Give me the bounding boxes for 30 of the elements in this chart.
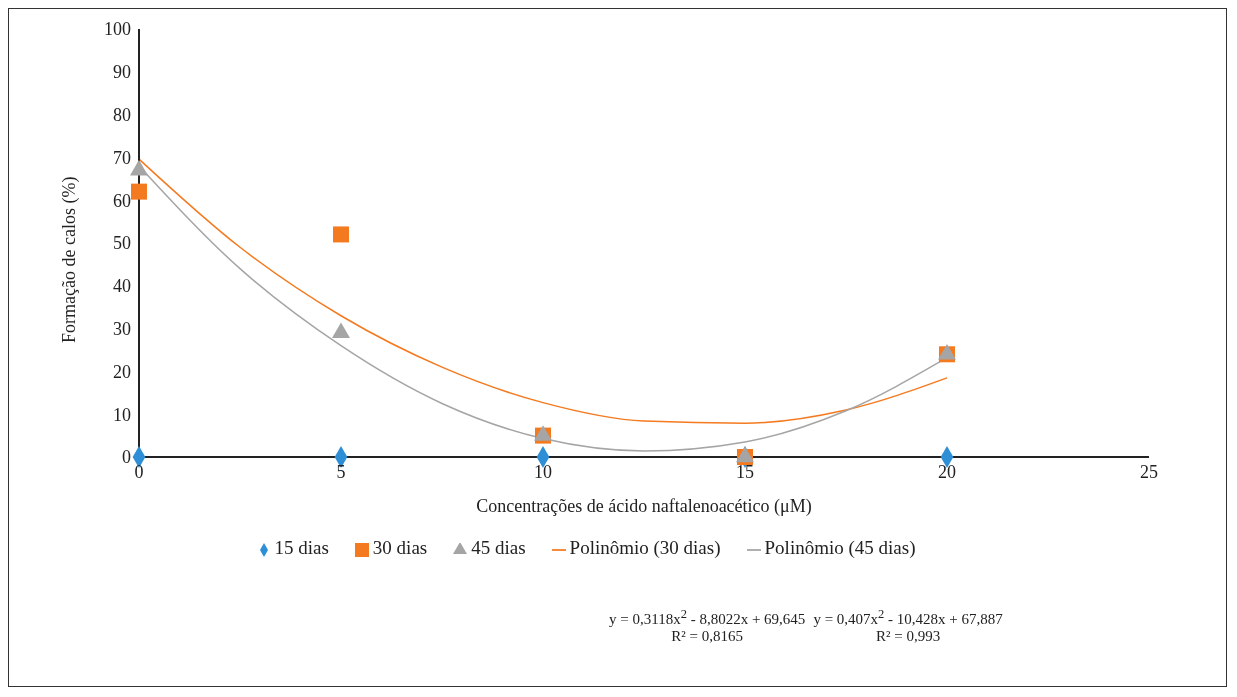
y-tick-label: 0 — [122, 447, 131, 468]
legend-label: Polinômio (30 dias) — [569, 537, 721, 558]
y-tick-label: 70 — [113, 147, 131, 168]
x-tick-label: 20 — [938, 461, 956, 482]
x-tick-label: 5 — [336, 461, 346, 482]
y-tick-label: 80 — [113, 104, 131, 125]
text: R² = 0,8165 — [670, 628, 745, 645]
y-tick-label: 50 — [113, 233, 131, 254]
x-tick-label: 15 — [736, 461, 754, 482]
y-tick-label: 10 — [113, 404, 131, 425]
y-axis-title: Formação de calos (%) — [59, 176, 81, 343]
y-tick-label: 60 — [113, 190, 131, 211]
point — [333, 226, 349, 243]
text: R² = 0,993 — [875, 628, 942, 645]
legend-label: 30 dias — [372, 537, 428, 558]
legend-label: 15 dias — [274, 537, 329, 558]
x-tick-label: 25 — [1140, 461, 1158, 482]
text: y = 0,3118x$^{2}$ - 8,8022x + 69,645 — [609, 607, 806, 628]
x-tick-label: 0 — [134, 461, 144, 482]
text: y = 0,407x$^{2}$ - 10,428x + 67,887 — [813, 607, 1003, 628]
x-axis-title: Concentrações de ácido naftalenoacético (μM) — [476, 496, 812, 517]
y-tick-label: 20 — [113, 361, 131, 382]
legend-label: 45 dias — [471, 537, 526, 558]
legend-label: Polinômio (45 dias) — [764, 537, 916, 558]
x-tick-label: 10 — [534, 461, 552, 482]
y-tick-label: 30 — [113, 318, 131, 339]
y-tick-label: 40 — [113, 276, 131, 297]
y-tick-label: 90 — [113, 62, 131, 83]
y-tick-label: 100 — [104, 19, 131, 40]
point — [131, 183, 147, 200]
